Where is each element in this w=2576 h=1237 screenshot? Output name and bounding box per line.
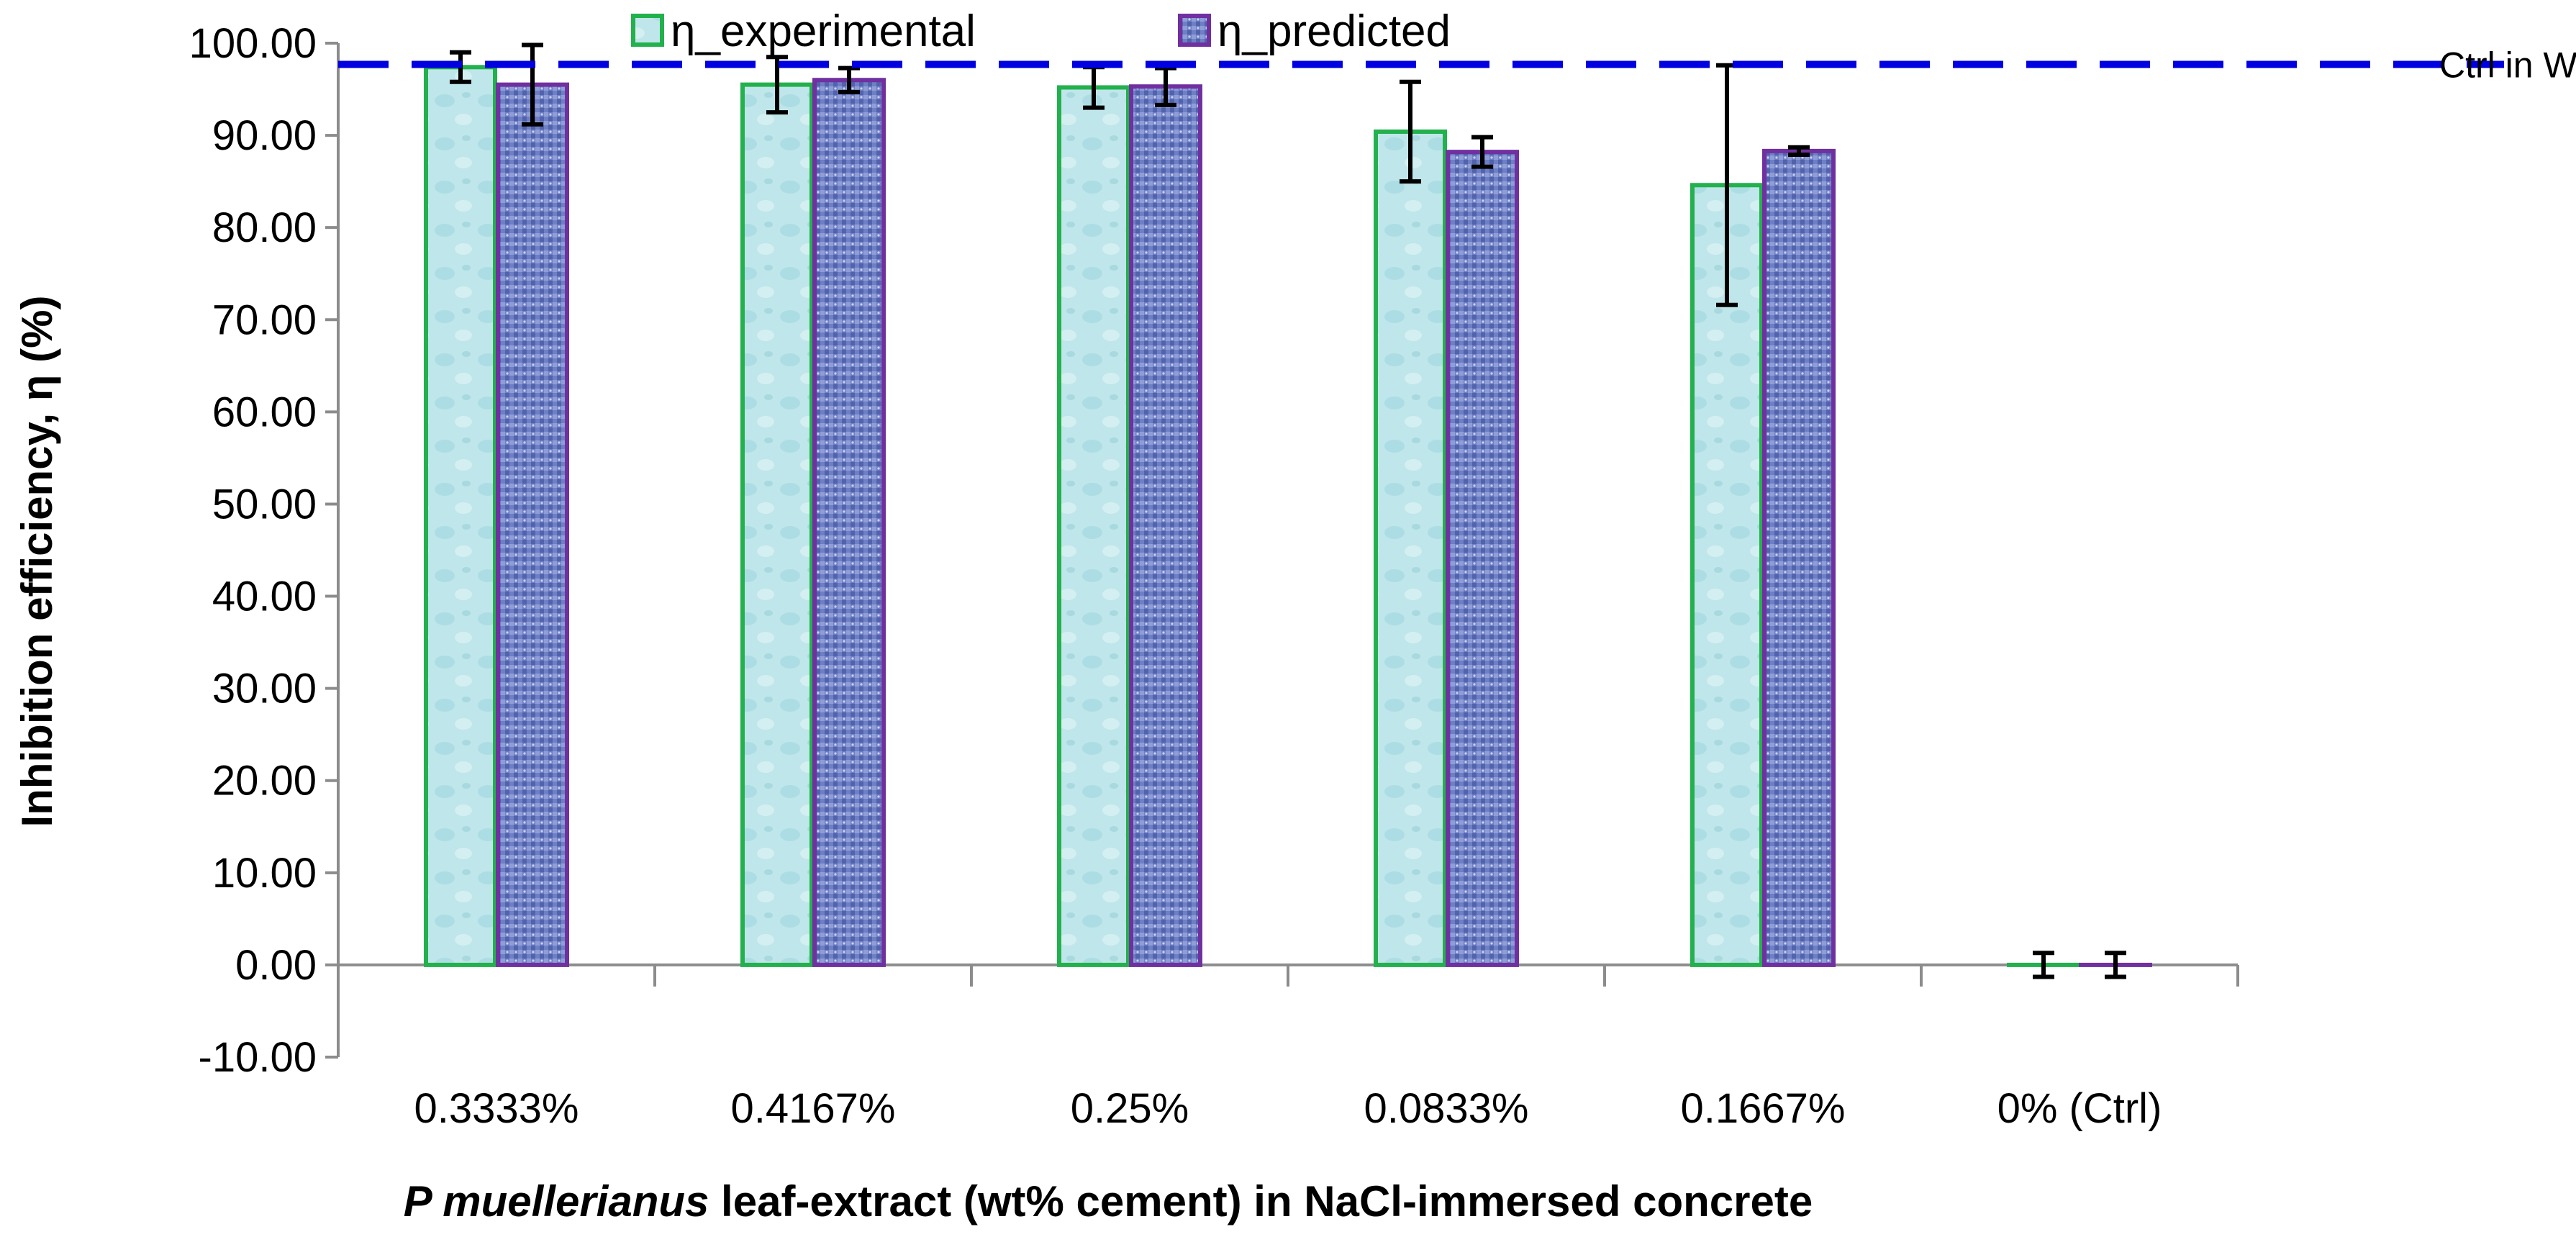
- x-category-label: 0.3333%: [414, 1085, 579, 1132]
- x-category-label: 0.1667%: [1681, 1085, 1846, 1132]
- y-tick-label: 90.00: [212, 112, 317, 159]
- legend-swatch-experimental: [631, 14, 664, 47]
- y-tick-label: 80.00: [212, 204, 317, 251]
- legend-label-experimental: η_experimental: [671, 6, 976, 56]
- reference-line-label: Ctrl in Water: [2439, 45, 2576, 85]
- y-tick-label: 70.00: [212, 296, 317, 343]
- x-axis-title-species: P muellerianus: [404, 1177, 709, 1225]
- legend-swatch-predicted: [1178, 14, 1211, 47]
- y-axis-title: Inhibition efficiency, η (%): [13, 296, 61, 828]
- y-tick-label: 60.00: [212, 389, 317, 435]
- x-category-label: 0% (Ctrl): [1997, 1085, 2162, 1132]
- y-tick-label: 100.00: [189, 20, 317, 67]
- bar-experimental: [1690, 183, 1764, 967]
- y-tick-label: 20.00: [212, 758, 317, 805]
- y-tick-label: 30.00: [212, 666, 317, 712]
- bar-predicted: [812, 78, 886, 967]
- y-tick-label: 50.00: [212, 481, 317, 527]
- bar-experimental: [424, 65, 497, 967]
- bar-experimental: [1374, 129, 1447, 967]
- bar-predicted: [496, 82, 569, 967]
- x-axis-title: P muellerianus leaf-extract (wt% cement)…: [404, 1177, 1813, 1225]
- legend-label-predicted: η_predicted: [1217, 6, 1451, 56]
- x-axis-title-rest: leaf-extract (wt% cement) in NaCl-immers…: [709, 1177, 1813, 1225]
- bar-experimental: [1057, 85, 1130, 967]
- legend: η_experimental η_predicted: [631, 6, 1451, 56]
- y-tick-label: 40.00: [212, 574, 317, 620]
- bar-predicted: [1446, 150, 1519, 967]
- bar-predicted: [1129, 84, 1202, 967]
- bar-experimental: [740, 82, 814, 967]
- y-tick-label: -10.00: [199, 1034, 317, 1081]
- plot-area: -10.00 0.00 10.00 20.00 30.00 40.00 50.00 60.00…: [189, 20, 2576, 1132]
- y-tick-label: 0.00: [235, 942, 317, 989]
- x-category-label: 0.0833%: [1364, 1085, 1529, 1132]
- bar-predicted: [1762, 148, 1836, 967]
- y-tick-label: 10.00: [212, 850, 317, 897]
- x-category-label: 0.4167%: [731, 1085, 896, 1132]
- x-category-label: 0.25%: [1071, 1085, 1189, 1132]
